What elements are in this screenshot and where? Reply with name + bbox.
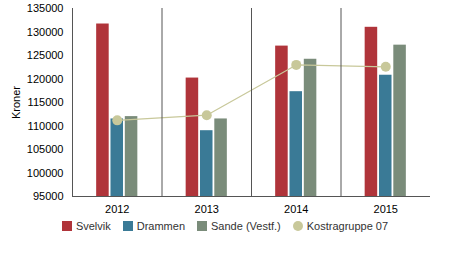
svg-text:2012: 2012 [105, 203, 129, 215]
html-text:Svelvik: Svelvik [75, 220, 111, 232]
svg-text:105000: 105000 [27, 143, 64, 155]
html-text:Sande (Vestf.): Sande (Vestf.) [211, 220, 281, 232]
svg-text:2015: 2015 [374, 203, 398, 215]
svg-text:120000: 120000 [27, 73, 64, 85]
svg-text:125000: 125000 [27, 49, 64, 61]
svg-text:135000: 135000 [27, 2, 64, 14]
svg-text:100000: 100000 [27, 167, 64, 179]
svg-text:130000: 130000 [27, 26, 64, 38]
svg-text:95000: 95000 [33, 190, 64, 202]
html-text:Drammen: Drammen [136, 220, 185, 232]
svg-text:115000: 115000 [28, 96, 64, 108]
svg-text:2014: 2014 [284, 203, 308, 215]
svg-text:110000: 110000 [28, 120, 64, 132]
svg-text:Kroner: Kroner [10, 86, 22, 119]
html-text:Kostragruppe 07: Kostragruppe 07 [306, 220, 389, 232]
svg-text:2013: 2013 [195, 203, 219, 215]
